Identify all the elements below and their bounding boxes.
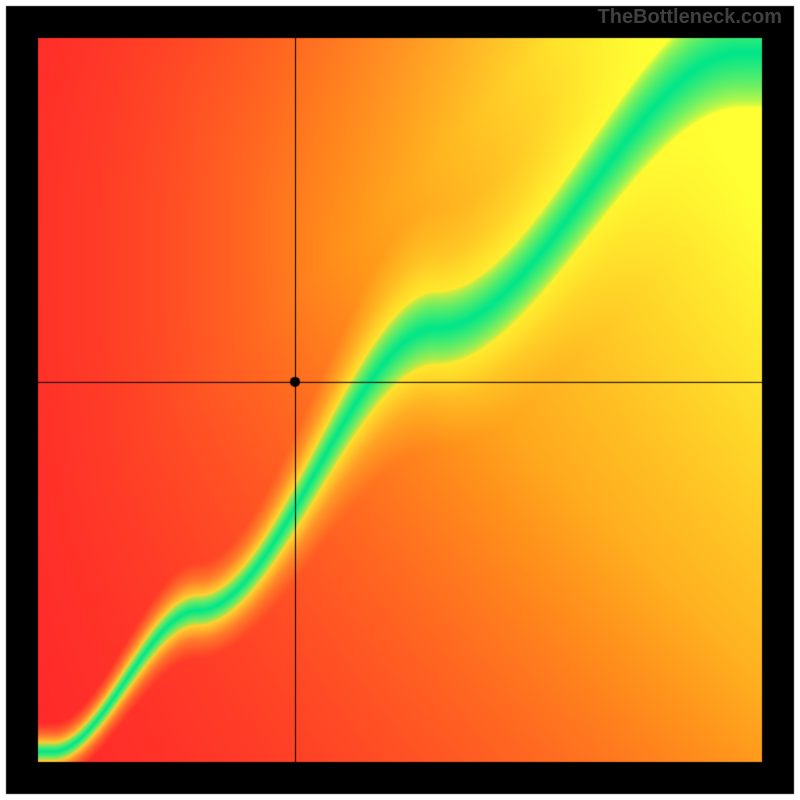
- chart-container: TheBottleneck.com: [0, 0, 800, 800]
- heatmap-canvas: [0, 0, 800, 800]
- watermark-text: TheBottleneck.com: [598, 6, 782, 29]
